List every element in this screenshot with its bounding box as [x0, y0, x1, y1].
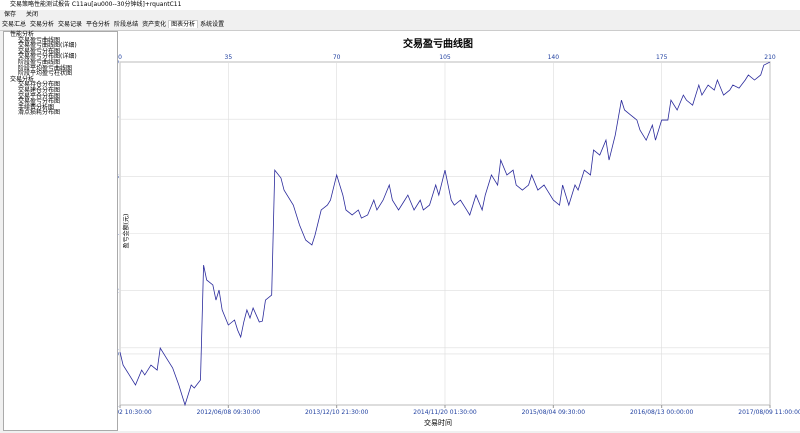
- tree-item[interactable]: 交易盈亏曲线图: [18, 36, 61, 44]
- x-bottom-tick-label: 2013/12/10 21:30:00: [305, 409, 369, 416]
- line: [119, 61, 771, 407]
- x-bottom-tick-label: 2016/08/13 00:00:00: [630, 409, 694, 416]
- tree-group[interactable]: 性能分析: [10, 31, 35, 38]
- tab[interactable]: 图表分析: [168, 20, 199, 28]
- tree-item[interactable]: 交易盈亏曲线图(详细): [18, 42, 77, 50]
- tree-item[interactable]: 交易盈亏分布图(详细): [18, 53, 77, 61]
- x-bottom-tick-label: 2010/02/02 10:30:00: [118, 409, 152, 416]
- toolbar-button[interactable]: 关闭: [26, 11, 39, 18]
- toolbar-button[interactable]: 保存: [4, 11, 17, 18]
- x-top-tick-label: 70: [333, 54, 341, 61]
- y-tick-label: 35242.12: [118, 288, 119, 295]
- toolbar: 保存 关闭: [0, 10, 800, 20]
- tab[interactable]: 交易记录: [58, 21, 83, 28]
- chart-title: 交易盈亏曲线图: [403, 37, 473, 50]
- y-tick-label: 130790.97: [118, 116, 119, 123]
- x-top-tick-label: 140: [548, 54, 560, 61]
- y-axis-label: 盈亏金额(元): [122, 214, 130, 249]
- window-title: 交易策略性能测试报告 C11au[au000--30分钟线]+rquantC11: [10, 1, 182, 8]
- x-top-tick-label: 210: [764, 54, 776, 61]
- x-bottom-tick-label: 2015/08/04 09:30:00: [522, 409, 586, 416]
- tab[interactable]: 交易分析: [30, 21, 55, 28]
- x-top-tick-label: 105: [439, 54, 451, 61]
- tree-view: 性能分析 交易盈亏曲线图 交易盈亏曲线图(详细) 交易盈亏分布图 交易盈亏分布图(详细)…: [3, 31, 118, 431]
- y-tick-label: 98941.36: [118, 173, 119, 180]
- tree-item[interactable]: 交易盈亏分布图: [18, 98, 61, 106]
- title-bar: 交易策略性能测试报告 C11au[au000--30分钟线]+rquantC11: [0, 0, 800, 10]
- x-bottom-tick-label: 2014/11/20 01:30:00: [413, 409, 477, 416]
- tree-group[interactable]: 交易分析: [10, 75, 35, 83]
- y-tick-label: 0: [118, 351, 119, 358]
- x-bottom-tick-label: 2017/08/09 11:00:00: [738, 409, 800, 416]
- tab[interactable]: 系统设置: [200, 21, 225, 28]
- y-tick-label: 162640.59: [118, 59, 119, 66]
- tab[interactable]: 阶段总结: [114, 21, 139, 28]
- tree-item[interactable]: 手续费分析图: [18, 103, 55, 111]
- x-top-tick-label: 35: [225, 54, 233, 61]
- tree-item[interactable]: 滑点损耗分布图: [18, 109, 61, 117]
- x-bottom-tick-label: 2012/06/08 09:30:00: [197, 409, 261, 416]
- x-axis-label: 交易时间: [424, 418, 452, 427]
- chart: 交易盈亏曲线图 交易时间 盈亏金额(元) -28457.1103392.5135…: [118, 31, 800, 431]
- tree-item[interactable]: 交易平仓分布图: [18, 92, 61, 100]
- x-top-tick-label: 0: [118, 54, 122, 61]
- chart-bg: [118, 31, 800, 431]
- tab[interactable]: 资产变化: [142, 21, 167, 28]
- tree-item[interactable]: 阶段盈亏曲线图: [18, 58, 61, 66]
- y-tick-label: -28457.11: [118, 402, 119, 409]
- tab-bar: 交易汇总 交易分析 交易记录 平仓分析 阶段总结 资产变化 图表分析 系统设置: [0, 20, 800, 31]
- tree-item[interactable]: 阶段平均盈亏曲线图: [18, 64, 73, 72]
- tab[interactable]: 交易汇总: [2, 21, 27, 28]
- x-top-tick-label: 175: [656, 54, 668, 61]
- y-tick-label: 67091.74: [118, 231, 119, 238]
- y-tick-label: 3392.51: [118, 345, 119, 352]
- tree-item[interactable]: 交易建仓分布图: [18, 86, 61, 94]
- tree-item[interactable]: 交易盈亏分布图: [18, 47, 61, 55]
- tab[interactable]: 平仓分析: [86, 21, 111, 28]
- tree-item[interactable]: 交易持仓分布图: [18, 81, 61, 89]
- tree-item[interactable]: 阶段平均盈亏柱状图: [18, 70, 73, 78]
